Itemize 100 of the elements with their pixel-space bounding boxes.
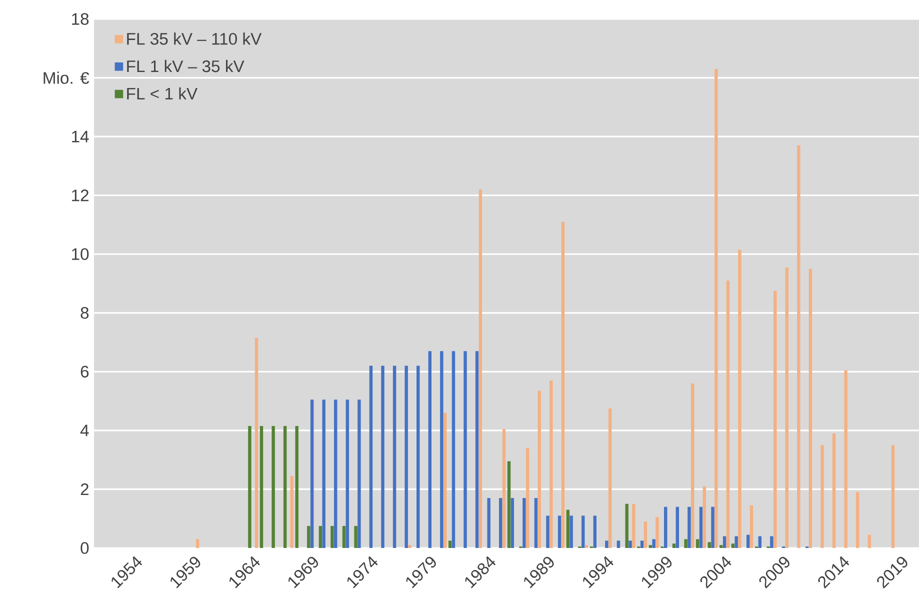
bar bbox=[318, 526, 322, 548]
bar bbox=[702, 486, 706, 548]
bar bbox=[582, 516, 585, 548]
bar bbox=[628, 540, 632, 548]
bar bbox=[708, 542, 711, 548]
bar bbox=[369, 366, 373, 548]
bar bbox=[404, 366, 408, 548]
bar bbox=[354, 526, 358, 548]
bar bbox=[295, 426, 298, 548]
bar bbox=[196, 539, 200, 548]
bar bbox=[738, 250, 742, 548]
bar bbox=[510, 498, 514, 548]
bar bbox=[452, 351, 456, 548]
bar bbox=[260, 426, 264, 548]
y-tick-label: 18 bbox=[72, 13, 89, 25]
bar bbox=[644, 522, 648, 548]
bar bbox=[526, 448, 530, 548]
y-tick-label: 0 bbox=[80, 542, 89, 554]
bar bbox=[558, 516, 562, 548]
bar bbox=[499, 498, 502, 548]
legend-label: FL 1 kV – 35 kV bbox=[127, 60, 244, 72]
bar bbox=[546, 516, 550, 548]
bar bbox=[726, 280, 730, 548]
bar bbox=[290, 476, 294, 548]
bar bbox=[272, 426, 275, 548]
bar bbox=[616, 540, 620, 548]
bar bbox=[648, 545, 652, 548]
bar bbox=[254, 338, 258, 548]
bar bbox=[632, 504, 636, 548]
bar bbox=[561, 222, 565, 548]
bar bbox=[758, 536, 762, 548]
bar bbox=[684, 539, 688, 548]
bar bbox=[307, 526, 310, 548]
y-tick-label: 4 bbox=[80, 424, 89, 436]
bar bbox=[342, 526, 346, 548]
y-tick-label: 10 bbox=[72, 248, 89, 260]
bar bbox=[487, 498, 490, 548]
bar bbox=[464, 351, 467, 548]
bar bbox=[734, 536, 738, 548]
bar bbox=[656, 517, 659, 548]
bar bbox=[699, 506, 703, 548]
legend-label: FL 35 kV – 110 kV bbox=[127, 32, 262, 45]
bar bbox=[891, 445, 895, 548]
bar bbox=[731, 544, 735, 548]
bar bbox=[248, 426, 252, 548]
bar bbox=[322, 400, 326, 548]
bar bbox=[820, 445, 824, 548]
bar bbox=[566, 510, 570, 548]
bar bbox=[664, 506, 668, 548]
bar bbox=[785, 267, 788, 548]
bar bbox=[844, 370, 848, 548]
bar bbox=[676, 506, 679, 548]
bar bbox=[440, 351, 444, 548]
bar bbox=[334, 400, 338, 548]
bar bbox=[722, 536, 726, 548]
bar bbox=[608, 408, 612, 548]
bar bbox=[448, 540, 452, 548]
bar bbox=[672, 544, 676, 548]
bar bbox=[475, 351, 479, 548]
bar bbox=[714, 68, 718, 548]
bar bbox=[428, 351, 432, 548]
y-tick-label: 2 bbox=[80, 483, 88, 496]
bar bbox=[832, 433, 836, 548]
bar bbox=[358, 400, 361, 548]
bar bbox=[773, 290, 777, 548]
bar bbox=[593, 516, 596, 548]
bar bbox=[408, 545, 412, 548]
bar bbox=[808, 268, 812, 548]
bar bbox=[550, 380, 553, 548]
bar bbox=[750, 505, 754, 548]
bar bbox=[797, 145, 800, 548]
bar bbox=[346, 400, 349, 548]
y-tick-label: 6 bbox=[80, 366, 89, 378]
bar bbox=[330, 526, 334, 548]
bar bbox=[652, 539, 656, 548]
bar bbox=[381, 366, 384, 548]
bar bbox=[690, 383, 694, 548]
y-tick-label: 14 bbox=[72, 130, 89, 142]
bar bbox=[443, 412, 447, 548]
bar bbox=[416, 366, 420, 548]
bar bbox=[392, 366, 396, 548]
bar bbox=[746, 534, 750, 548]
y-tick-label: Mio. € bbox=[44, 72, 90, 84]
bar bbox=[534, 498, 538, 548]
bar bbox=[522, 498, 526, 548]
bar bbox=[283, 426, 287, 548]
bar bbox=[310, 400, 314, 548]
bar bbox=[711, 506, 714, 548]
bar bbox=[478, 189, 482, 548]
bar bbox=[507, 461, 511, 548]
y-tick-label: 8 bbox=[80, 307, 89, 319]
bar bbox=[720, 545, 723, 548]
bar bbox=[770, 536, 774, 548]
bar bbox=[538, 390, 541, 548]
bar bbox=[570, 516, 573, 548]
legend-label: FL < 1 kV bbox=[127, 87, 198, 100]
bar bbox=[584, 545, 588, 548]
bar bbox=[688, 506, 691, 548]
bar bbox=[625, 504, 628, 548]
bar bbox=[868, 534, 871, 548]
